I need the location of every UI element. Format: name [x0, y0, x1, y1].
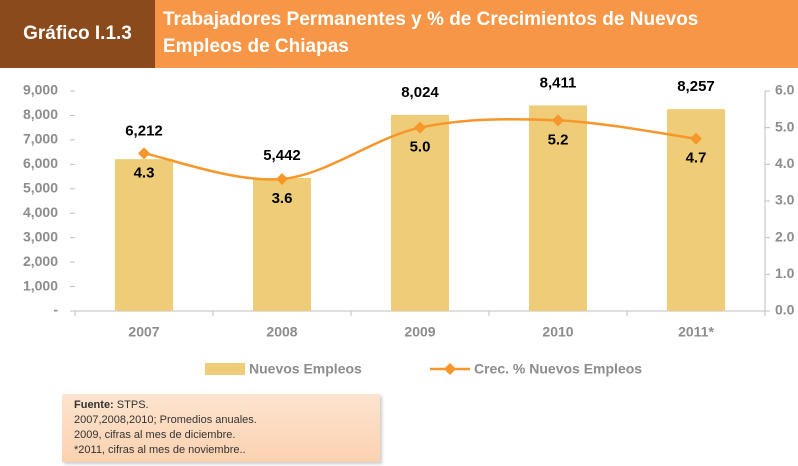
bar — [529, 105, 587, 311]
x-tick-label: 2008 — [266, 324, 297, 340]
y-tick-label: 6,000 — [23, 155, 58, 171]
source: Fuente: STPS. — [74, 398, 368, 413]
legend-label: Crec. % Nuevos Empleos — [474, 361, 642, 377]
y-tick-label: 2,000 — [23, 253, 58, 269]
chart-title: Trabajadores Permanentes y % de Crecimie… — [163, 9, 699, 57]
y2-tick-label: 2.0 — [775, 228, 795, 244]
y2-tick-label: 5.0 — [775, 118, 795, 134]
y-tick-label: 9,000 — [23, 82, 58, 98]
data-label: 4.3 — [134, 164, 155, 181]
data-label: 8,024 — [401, 84, 439, 101]
note-line: 2009, cifras al mes de diciembre. — [74, 429, 236, 441]
data-label: 8,411 — [540, 74, 577, 91]
x-tick-label: 2007 — [128, 324, 159, 340]
data-label: 8,257 — [677, 78, 715, 95]
bar — [115, 159, 173, 311]
note-line: 2007,2008,2010; Promedios anuales. — [74, 414, 257, 426]
marker — [414, 121, 426, 134]
y2-tick-label: 3.0 — [775, 192, 795, 208]
marker — [138, 147, 150, 160]
data-label: 5,442 — [263, 147, 301, 164]
marker — [276, 173, 288, 185]
x-tick-label: 2010 — [542, 324, 573, 340]
note: Fuente: STPS. 2007,2008,2010; Promedios … — [62, 394, 380, 462]
y2-tick-label: 6.0 — [775, 82, 795, 98]
legend-marker — [444, 363, 456, 375]
data-label: 3.6 — [272, 190, 293, 207]
data-label: 4.7 — [686, 150, 707, 167]
header: Trabajadores Permanentes y % de Crecimie… — [155, 0, 798, 68]
x-tick-label: 2011* — [678, 324, 714, 340]
y2-tick-label: 0.0 — [775, 302, 795, 318]
bar — [391, 114, 449, 311]
y-tick-label: 7,000 — [23, 131, 58, 147]
legend-label: Nuevos Empleos — [249, 361, 362, 377]
y-tick-label: 3,000 — [23, 228, 58, 244]
source-value: STPS. — [116, 399, 149, 411]
y2-tick-label: 4.0 — [775, 155, 795, 171]
y-tick-label: 4,000 — [23, 204, 58, 220]
note-line: *2011, cifras al mes de noviembre.. — [74, 444, 246, 456]
y2-tick-label: 1.0 — [775, 265, 795, 281]
y-tick-label: 1,000 — [23, 277, 58, 293]
legend-swatch — [205, 363, 245, 375]
data-label: 6,212 — [125, 122, 163, 139]
data-label: 5.0 — [410, 139, 431, 156]
x-tick-label: 2009 — [404, 324, 435, 340]
y-tick-label: 5,000 — [23, 179, 58, 195]
data-label: 5.2 — [548, 131, 569, 148]
source-label: Fuente: — [74, 399, 114, 411]
y-tick-label: 8,000 — [23, 106, 58, 122]
chart-id: Gráfico I.1.3 — [0, 0, 155, 68]
y-tick-label: - — [53, 302, 58, 318]
marker — [552, 114, 564, 127]
marker — [690, 132, 702, 145]
bar — [253, 177, 311, 311]
